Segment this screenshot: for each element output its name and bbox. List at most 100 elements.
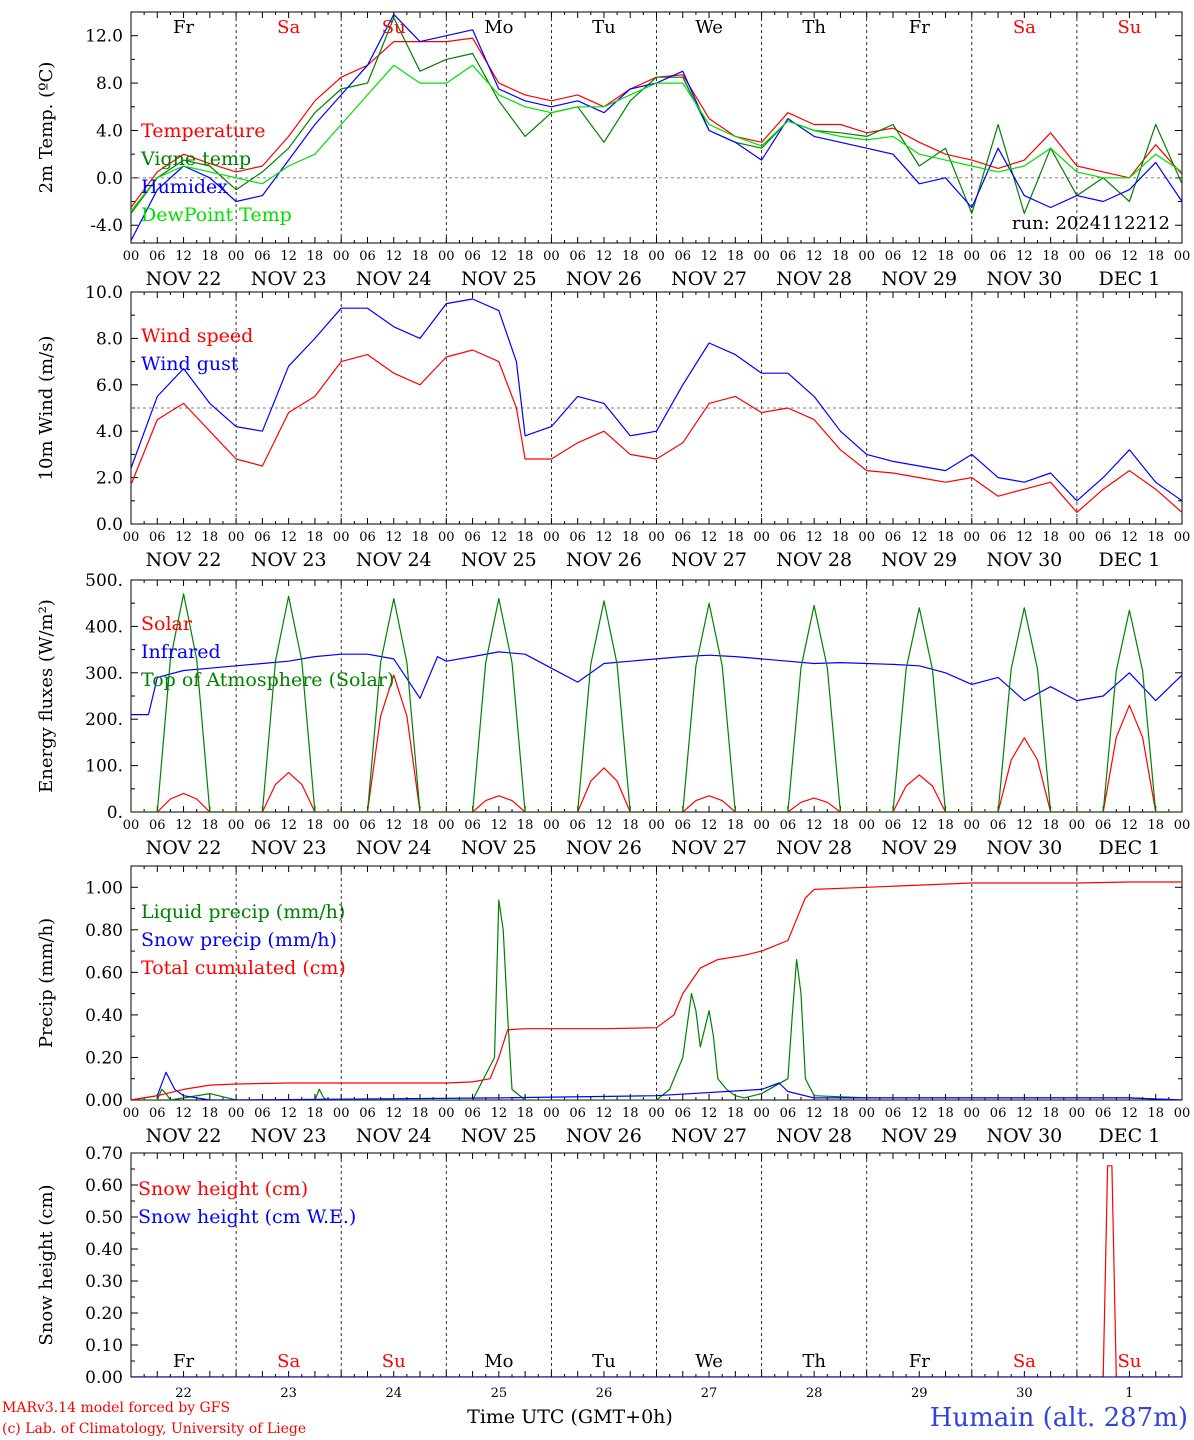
credit-line-1: MARv3.14 model forced by GFS — [2, 1400, 230, 1416]
hour-tick-label: 18 — [517, 1106, 534, 1121]
hour-tick-label: 18 — [307, 249, 324, 264]
hour-tick-label: 00 — [648, 1106, 665, 1121]
x-axis-label: Time UTC (GMT+0h) — [467, 1406, 673, 1428]
hour-tick-label: 12 — [175, 249, 192, 264]
panel-1: -4.0 0.0 4.0 8.0 12.0 2m Temp. (ºC) Temperatur… — [36, 11, 1191, 290]
date-label: NOV 28 — [776, 268, 852, 290]
y-tick-label: 0.60 — [85, 1176, 123, 1196]
hour-tick-label: 12 — [385, 1106, 402, 1121]
legend-entry: Snow precip (mm/h) — [141, 929, 337, 951]
legend-entry: Total cumulated (cm) — [141, 957, 346, 979]
hour-tick-label: 18 — [517, 249, 534, 264]
hour-tick-label: 12 — [596, 818, 613, 833]
y-tick-label: 0.00 — [85, 1091, 123, 1111]
date-label: NOV 30 — [986, 268, 1062, 290]
series-line-solar — [131, 674, 1182, 812]
hour-tick-label: 18 — [937, 530, 954, 545]
date-label: NOV 23 — [251, 837, 327, 859]
hour-tick-label: 06 — [464, 530, 481, 545]
day-number-label: 29 — [911, 1386, 928, 1401]
date-label: NOV 24 — [356, 1125, 432, 1147]
day-number-label: 1 — [1125, 1386, 1133, 1401]
hour-tick-label: 18 — [622, 818, 639, 833]
date-label: NOV 27 — [671, 268, 747, 290]
hour-tick-label: 18 — [727, 530, 744, 545]
hour-tick-label: 12 — [596, 1106, 613, 1121]
hour-tick-label: 00 — [964, 1106, 981, 1121]
date-label: NOV 23 — [251, 549, 327, 571]
date-label: NOV 27 — [671, 837, 747, 859]
day-number-label: 23 — [280, 1386, 297, 1401]
series-line-wind-gust — [131, 298, 1182, 502]
hour-tick-label: 12 — [1016, 530, 1033, 545]
date-label: NOV 23 — [251, 268, 327, 290]
weekday-label: Su — [382, 1351, 406, 1372]
weekday-label: Sa — [277, 17, 300, 38]
y-tick-label: 100. — [85, 757, 123, 777]
hour-tick-label: 12 — [701, 1106, 718, 1121]
hour-tick-label: 12 — [385, 818, 402, 833]
hour-tick-label: 00 — [123, 1106, 140, 1121]
date-label: NOV 24 — [356, 837, 432, 859]
date-label: NOV 26 — [566, 837, 642, 859]
y-tick-label: 0.00 — [85, 1368, 123, 1388]
hour-tick-label: 00 — [438, 530, 455, 545]
hour-tick-label: 06 — [464, 249, 481, 264]
legend-entry: Snow height (cm W.E.) — [138, 1206, 356, 1228]
hour-tick-label: 06 — [254, 1106, 271, 1121]
hour-tick-label: 18 — [727, 818, 744, 833]
hour-tick-label: 12 — [385, 249, 402, 264]
hour-tick-label: 00 — [1174, 818, 1191, 833]
panel-4: 0.00 0.20 0.40 0.60 0.80 1.00 Precip (mm/h) Liq… — [36, 865, 1190, 1147]
hour-tick-label: 12 — [1016, 249, 1033, 264]
hour-tick-label: 06 — [149, 249, 166, 264]
hour-tick-label: 12 — [280, 818, 297, 833]
hour-tick-label: 06 — [359, 818, 376, 833]
hour-tick-label: 18 — [1147, 530, 1164, 545]
hour-tick-label: 00 — [228, 1106, 245, 1121]
y-tick-label: 0.0 — [96, 515, 123, 535]
y-tick-label: 2.0 — [96, 469, 123, 489]
hour-tick-label: 00 — [1174, 249, 1191, 264]
y-tick-label: 0.60 — [85, 963, 123, 983]
hour-tick-label: 12 — [1016, 1106, 1033, 1121]
date-label: NOV 22 — [146, 549, 222, 571]
hour-tick-label: 06 — [990, 530, 1007, 545]
weekday-label: Fr — [173, 1351, 194, 1372]
date-label: NOV 29 — [881, 268, 957, 290]
hour-tick-label: 00 — [123, 530, 140, 545]
hour-tick-label: 12 — [1121, 818, 1138, 833]
hour-tick-label: 18 — [202, 249, 219, 264]
hour-tick-label: 00 — [228, 530, 245, 545]
day-number-label: 24 — [385, 1386, 402, 1401]
meteogram-panels: -4.00.04.08.012.02m Temp. (ºC) Temperatur… — [36, 11, 1191, 1401]
weekday-label: Tu — [592, 17, 616, 38]
hour-tick-label: 00 — [1069, 249, 1086, 264]
y-tick-label: 300. — [85, 664, 123, 684]
date-label: DEC 1 — [1099, 837, 1161, 859]
hour-tick-label: 00 — [543, 530, 560, 545]
hour-tick-label: 06 — [780, 249, 797, 264]
hour-tick-label: 12 — [911, 249, 928, 264]
y-axis-label: Snow height (cm) — [36, 1184, 57, 1345]
series-line-vigne-temp — [131, 17, 1182, 214]
hour-tick-label: 12 — [806, 249, 823, 264]
y-axis-label: 2m Temp. (ºC) — [36, 62, 57, 194]
y-tick-label: 6.0 — [96, 376, 123, 396]
hour-tick-label: 18 — [622, 1106, 639, 1121]
hour-tick-label: 00 — [858, 818, 875, 833]
hour-tick-label: 18 — [202, 818, 219, 833]
hour-tick-label: 06 — [569, 249, 586, 264]
date-label: NOV 30 — [986, 837, 1062, 859]
run-label: run: 2024112212 — [1012, 213, 1170, 234]
date-label: NOV 25 — [461, 268, 537, 290]
hour-tick-label: 00 — [543, 1106, 560, 1121]
hour-tick-label: 06 — [780, 818, 797, 833]
hour-tick-label: 06 — [569, 818, 586, 833]
y-tick-label: 8.0 — [96, 74, 123, 94]
hour-tick-label: 12 — [491, 249, 508, 264]
hour-tick-label: 00 — [964, 530, 981, 545]
weekday-label: Sa — [277, 1351, 300, 1372]
date-label: NOV 26 — [566, 268, 642, 290]
